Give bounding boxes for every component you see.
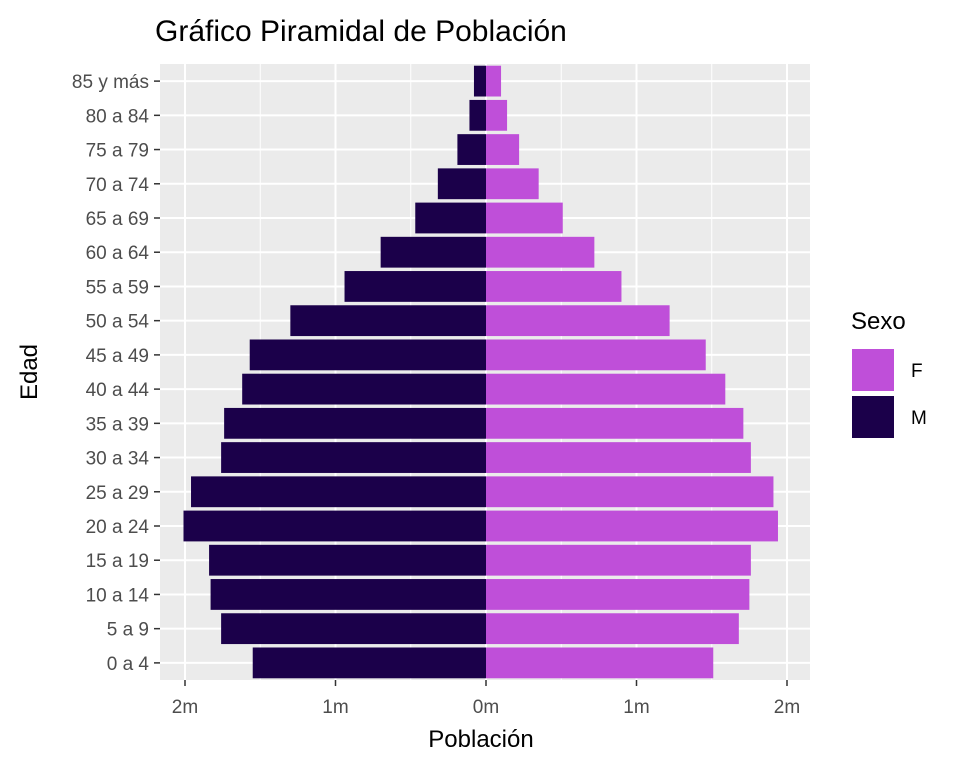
y-tick-label: 5 a 9	[107, 620, 149, 641]
bars	[183, 65, 778, 679]
bar-m	[473, 65, 486, 97]
legend-label-m: M	[911, 408, 927, 429]
x-tick-label: 1m	[322, 697, 348, 718]
bar-m	[290, 305, 486, 337]
y-tick-label: 45 a 49	[86, 346, 149, 367]
y-tick-label: 20 a 24	[86, 517, 150, 538]
bar-m	[191, 476, 486, 508]
legend-label-f: F	[911, 361, 923, 382]
bar-m	[457, 134, 486, 165]
bar-m	[380, 236, 486, 268]
y-axis-ticks: 0 a 4 5 a 9 10 a 14 15 a 19 20 a 24 25 a 29 30…	[72, 72, 160, 675]
bar-f	[486, 339, 706, 371]
bar-f	[486, 476, 774, 508]
y-tick-label: 75 a 79	[86, 141, 149, 162]
bar-f	[486, 134, 520, 165]
bar-m	[252, 647, 486, 679]
y-axis-title: Edad	[16, 344, 43, 400]
y-tick-label: 55 a 59	[86, 277, 149, 298]
bar-m	[210, 579, 486, 610]
bar-m	[242, 373, 486, 405]
legend: Sexo F M	[851, 308, 927, 438]
y-tick-label: 70 a 74	[86, 175, 150, 196]
y-tick-label: 15 a 19	[86, 551, 149, 572]
y-tick-label: 85 y más	[72, 72, 149, 93]
x-tick-label: 0m	[473, 697, 499, 718]
y-tick-label: 65 a 69	[86, 209, 149, 230]
bar-f	[486, 373, 726, 405]
x-axis-ticks: 2m 1m 0m 1m 2m	[172, 680, 800, 718]
bar-f	[486, 65, 502, 97]
x-axis-title: Población	[428, 726, 533, 753]
bar-m	[221, 442, 486, 473]
bar-m	[437, 168, 486, 200]
bar-m	[469, 99, 486, 131]
bar-m	[415, 202, 486, 234]
y-tick-label: 0 a 4	[107, 654, 150, 675]
x-tick-label: 2m	[774, 697, 800, 718]
bar-m	[221, 613, 486, 645]
y-tick-label: 25 a 29	[86, 483, 149, 504]
x-tick-label: 1m	[623, 697, 649, 718]
y-tick-label: 35 a 39	[86, 414, 149, 435]
y-tick-label: 60 a 64	[86, 243, 150, 264]
legend-key-f	[852, 349, 894, 391]
bar-m	[183, 510, 486, 542]
bar-f	[486, 236, 595, 268]
bar-m	[224, 407, 486, 439]
bar-m	[249, 339, 486, 371]
bar-m	[209, 544, 486, 576]
y-tick-label: 80 a 84	[86, 106, 150, 127]
x-tick-label: 2m	[172, 697, 198, 718]
bar-f	[486, 168, 539, 200]
bar-f	[486, 271, 622, 302]
bar-f	[486, 407, 744, 439]
bar-f	[486, 305, 670, 337]
bar-f	[486, 613, 739, 645]
chart-title: Gráfico Piramidal de Población	[155, 15, 567, 48]
bar-f	[486, 442, 751, 473]
bar-m	[344, 271, 486, 302]
bar-f	[486, 579, 750, 610]
bar-f	[486, 544, 751, 576]
y-tick-label: 10 a 14	[86, 585, 150, 606]
y-tick-label: 40 a 44	[86, 380, 150, 401]
y-tick-label: 50 a 54	[86, 312, 150, 333]
bar-f	[486, 99, 508, 131]
legend-title: Sexo	[851, 308, 906, 335]
legend-key-m	[852, 396, 894, 438]
bar-f	[486, 202, 563, 234]
y-tick-label: 30 a 34	[86, 449, 150, 470]
bar-f	[486, 647, 714, 679]
bar-f	[486, 510, 778, 542]
